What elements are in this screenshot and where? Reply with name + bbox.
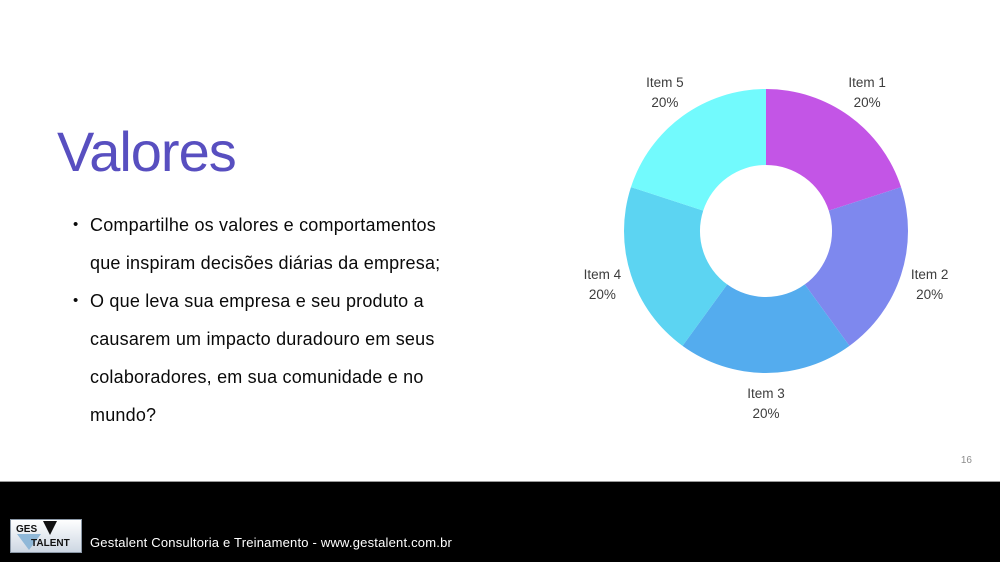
donut-slice-item-1 <box>766 89 902 211</box>
footer-bar: GES TALENT Gestalent Consultoria e Trein… <box>0 481 1000 562</box>
logo-arrow-icon <box>43 521 57 535</box>
page-title: Valores <box>57 120 237 183</box>
logo-ges-text: GES <box>16 524 37 535</box>
donut-label-item-1: Item 1 20% <box>848 75 886 110</box>
donut-slice-item-4 <box>623 187 728 346</box>
page-number: 16 <box>960 455 972 466</box>
donut-labels: Item 1 20% Item 2 20% Item 3 20% Item 4 20% Item… <box>584 75 949 421</box>
bullet-list: Compartilhe os valores e comportamentos … <box>73 206 465 434</box>
logo-triangle-icon <box>17 534 41 550</box>
bullet-item: Compartilhe os valores e comportamentos … <box>73 206 465 282</box>
donut-label-item-5: Item 5 20% <box>646 75 684 110</box>
footer-text: Gestalent Consultoria e Treinamento - ww… <box>90 535 453 550</box>
donut-slice-item-3 <box>682 284 850 374</box>
logo-talent-text: TALENT <box>31 538 70 549</box>
donut-label-item-2: Item 2 20% <box>911 267 949 302</box>
brand-logo: GES TALENT <box>10 519 82 553</box>
donut-label-item-4: Item 4 20% <box>584 267 622 302</box>
donut-slices <box>623 88 909 374</box>
donut-label-item-3: Item 3 20% <box>747 386 785 421</box>
donut-slice-item-5 <box>630 88 766 211</box>
donut-slice-item-2 <box>804 187 909 346</box>
bullet-item: O que leva sua empresa e seu produto a c… <box>73 282 465 434</box>
